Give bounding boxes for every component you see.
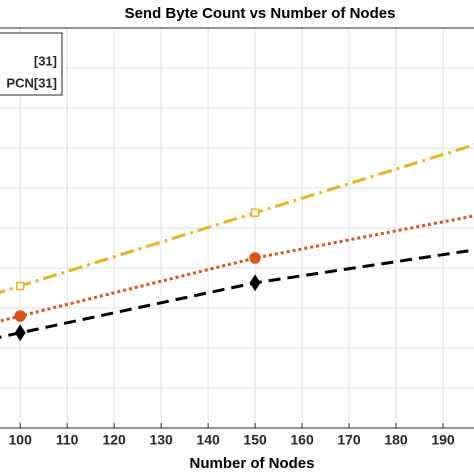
x-tick-label: 150 bbox=[243, 432, 267, 448]
x-tick-label: 120 bbox=[102, 432, 126, 448]
ticks: 100 110 120 130 140 150 160 170 180 190 bbox=[9, 423, 455, 448]
legend-box bbox=[0, 32, 63, 96]
x-tick-label: 180 bbox=[384, 432, 408, 448]
x-tick-label: 140 bbox=[196, 432, 220, 448]
series-line bbox=[0, 143, 474, 294]
legend: [31] PCN[31] bbox=[0, 32, 63, 96]
x-tick-label: 130 bbox=[149, 432, 173, 448]
x-tick-label: 110 bbox=[56, 432, 79, 448]
series-line bbox=[0, 248, 474, 339]
legend-label: PCN[31] bbox=[6, 75, 57, 90]
x-tick-label: 160 bbox=[290, 432, 314, 448]
marker bbox=[14, 310, 26, 322]
series-line bbox=[0, 214, 474, 323]
x-axis-label: Number of Nodes bbox=[189, 455, 314, 472]
x-tick-label: 100 bbox=[9, 432, 33, 448]
chart-title: Send Byte Count vs Number of Nodes bbox=[125, 5, 396, 22]
series-layer bbox=[0, 143, 474, 342]
marker bbox=[249, 274, 261, 292]
marker bbox=[14, 324, 26, 342]
x-tick-label: 170 bbox=[337, 432, 361, 448]
marker bbox=[249, 252, 261, 264]
marker bbox=[250, 208, 260, 218]
legend-label: [31] bbox=[34, 53, 57, 68]
x-tick-label: 190 bbox=[431, 432, 455, 448]
marker bbox=[15, 281, 25, 291]
